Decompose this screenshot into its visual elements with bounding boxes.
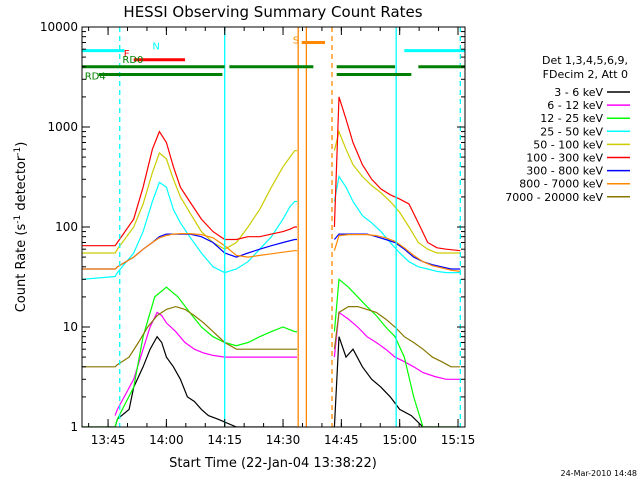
legend-label-2: 12 - 25 keV	[540, 112, 603, 125]
plot-area: N F S RD0 RD4 1 10 100 1000 10000 13:45 14:00 14:15 1…	[40, 20, 475, 447]
series-line-6	[82, 181, 297, 280]
y-tick-label-3: 1000	[47, 120, 78, 134]
x-tick-label-0: 13:45	[91, 433, 126, 447]
y-axis-label-sup1: -1	[13, 215, 23, 224]
flag-label-rd4: RD4	[85, 71, 106, 82]
x-tick-label-2: 14:15	[207, 433, 242, 447]
legend-label-0: 3 - 6 keV	[554, 86, 603, 99]
legend: Det 1,3,4,5,6,9,FDecim 2, Att 0 3 - 6 keV…	[505, 54, 630, 204]
y-axis-label-part1: Count Rate (s	[14, 224, 29, 313]
x-tick-label-1: 14:00	[149, 433, 184, 447]
y-tick-label-0: 1	[70, 420, 78, 434]
x-axis-label: Start Time (22-Jan-04 13:38:22)	[169, 456, 377, 471]
flag-label-rd0: RD0	[122, 55, 143, 66]
x-tick-label-6: 15:15	[441, 433, 476, 447]
legend-label-6: 300 - 800 keV	[526, 165, 603, 178]
series-line-16	[82, 305, 297, 368]
legend-label-4: 50 - 100 keV	[533, 138, 603, 151]
flag-label-n: N	[152, 42, 159, 53]
series-line-4	[82, 286, 297, 427]
chart-title: HESSI Observing Summary Count Rates	[123, 3, 422, 21]
y-axis-label-sup2: -1	[13, 147, 23, 156]
x-tick-label-3: 14:30	[266, 433, 301, 447]
series-line-2	[114, 311, 297, 416]
plot-clipped-layer	[82, 27, 465, 427]
x-tick-label-4: 14:45	[324, 433, 359, 447]
y-tick-label-4: 10000	[40, 20, 78, 34]
legend-header-1: FDecim 2, Att 0	[543, 68, 628, 81]
series-line-3	[333, 311, 461, 380]
y-axis-label: Count Rate (s-1 detector-1)	[13, 142, 29, 313]
series-line-1	[333, 336, 461, 427]
series-line-15	[333, 234, 461, 272]
y-axis-label-part2: detector	[14, 155, 29, 215]
series-line-11	[333, 96, 461, 252]
series-line-9	[333, 129, 461, 254]
timestamp-stamp: 24-Mar-2010 14:48	[561, 469, 638, 478]
legend-label-3: 25 - 50 keV	[540, 125, 603, 138]
y-axis-label-part3: )	[14, 142, 29, 147]
flag-label-f: F	[124, 49, 130, 60]
legend-label-1: 6 - 12 keV	[547, 99, 603, 112]
series-line-14	[82, 233, 297, 270]
flag-label-s: S	[293, 35, 299, 46]
legend-label-7: 800 - 7000 keV	[519, 178, 603, 191]
series-line-17	[333, 306, 461, 368]
legend-header-0: Det 1,3,4,5,6,9,	[542, 54, 628, 67]
legend-label-5: 100 - 300 keV	[526, 152, 603, 165]
x-tick-label-5: 15:00	[382, 433, 417, 447]
series-line-0	[82, 335, 297, 427]
series-line-7	[333, 174, 461, 274]
y-tick-label-1: 10	[63, 320, 78, 334]
y-tick-label-2: 100	[55, 220, 78, 234]
series-line-10	[82, 130, 297, 247]
series-line-8	[82, 150, 297, 254]
series-line-5	[333, 278, 461, 427]
legend-label-8: 7000 - 20000 keV	[505, 191, 603, 204]
